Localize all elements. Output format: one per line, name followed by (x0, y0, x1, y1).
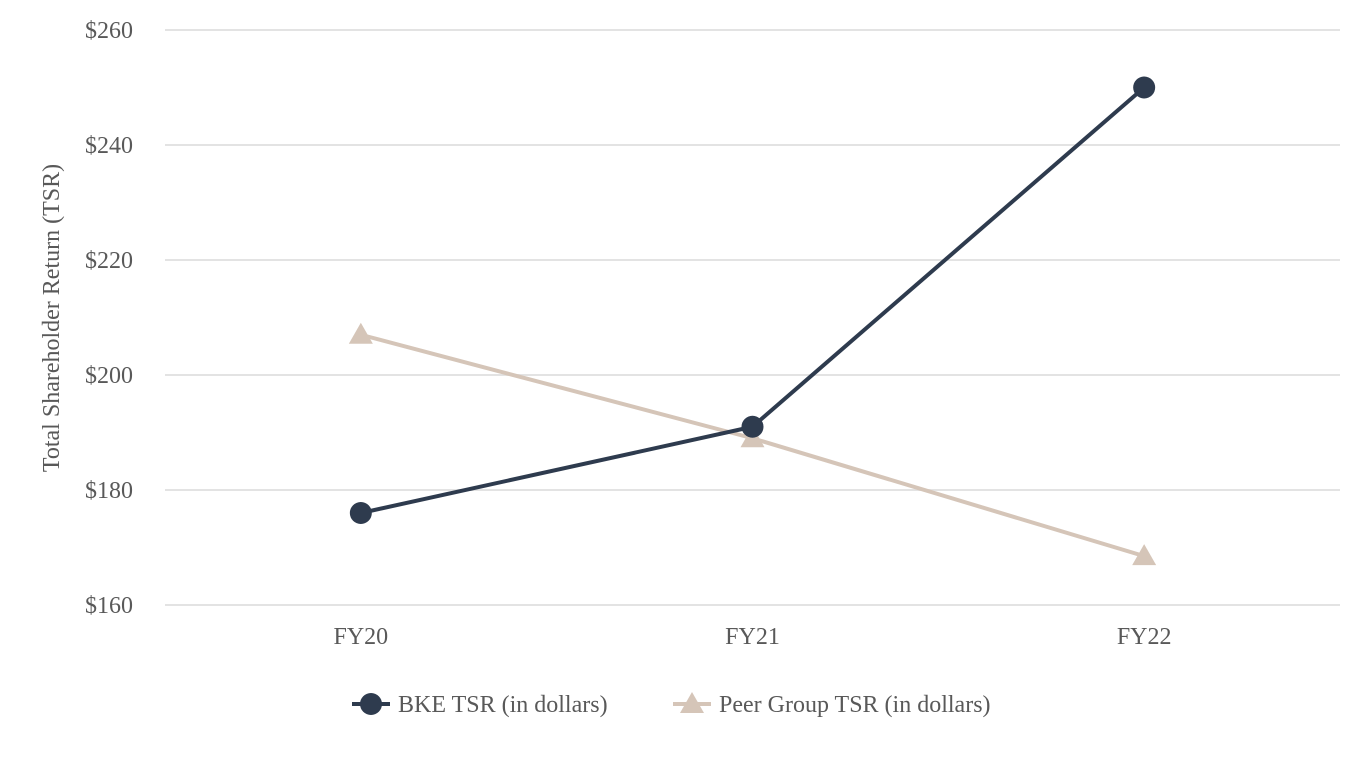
x-tick-label: FY22 (1117, 624, 1172, 650)
series-bke (349, 76, 1156, 524)
data-point (1132, 544, 1157, 566)
gridlines (165, 29, 1340, 606)
legend-label: Peer Group TSR (in dollars) (719, 692, 991, 718)
y-axis-title: Total Shareholder Return (TSR) (39, 164, 65, 472)
x-tick-label: FY21 (725, 624, 780, 650)
y-axis-ticks: $160 $180 $200 $220 $240 $260 (85, 18, 133, 619)
x-axis-ticks: FY20 FY21 FY22 (333, 624, 1171, 650)
y-tick-label: $160 (85, 593, 133, 619)
data-point (349, 502, 372, 524)
data-point (360, 693, 382, 715)
x-tick-label: FY20 (333, 624, 388, 650)
legend-item: BKE TSR (in dollars) (352, 692, 608, 718)
data-point (1133, 76, 1156, 99)
data-point (348, 322, 373, 344)
data-point (680, 692, 704, 713)
series-layer (348, 76, 1157, 566)
legend-item: Peer Group TSR (in dollars) (673, 692, 991, 718)
y-tick-label: $260 (85, 18, 133, 44)
series-peer-group (348, 322, 1157, 566)
series-line (360, 85, 1146, 515)
legend: BKE TSR (in dollars) Peer Group TSR (in d… (352, 692, 991, 718)
data-point (741, 415, 764, 438)
y-tick-label: $220 (85, 248, 133, 274)
y-tick-label: $180 (85, 478, 133, 504)
y-tick-label: $240 (85, 133, 133, 159)
y-tick-label: $200 (85, 363, 133, 389)
legend-label: BKE TSR (in dollars) (398, 692, 608, 718)
